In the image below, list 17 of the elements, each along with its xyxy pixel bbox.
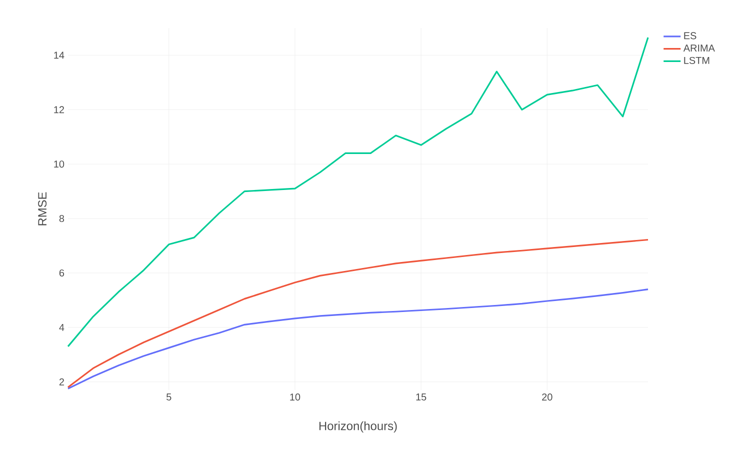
- x-tick-label: 10: [290, 394, 300, 401]
- line-series: [67, 36, 649, 348]
- x-tick-label: 15: [416, 394, 426, 400]
- legend-label: ARIMA: [683, 44, 715, 52]
- x-axis-title: Horizon(hours): [319, 421, 397, 433]
- y-tick-label: 4: [59, 324, 64, 331]
- x-tick-label: 20: [542, 394, 552, 401]
- legend-label: LSTM: [684, 56, 710, 64]
- y-tick-label: 8: [59, 215, 64, 222]
- y-tick-label: 10: [54, 160, 64, 168]
- x-tick-label: 5: [166, 394, 172, 400]
- y-tick-label: 14: [54, 52, 64, 59]
- y-tick-label: 2: [59, 378, 64, 386]
- legend-label: ES: [684, 32, 696, 40]
- y-axis-title: RMSE: [38, 192, 47, 226]
- y-tick-label: 6: [59, 269, 64, 276]
- y-tick-label: 12: [54, 106, 64, 114]
